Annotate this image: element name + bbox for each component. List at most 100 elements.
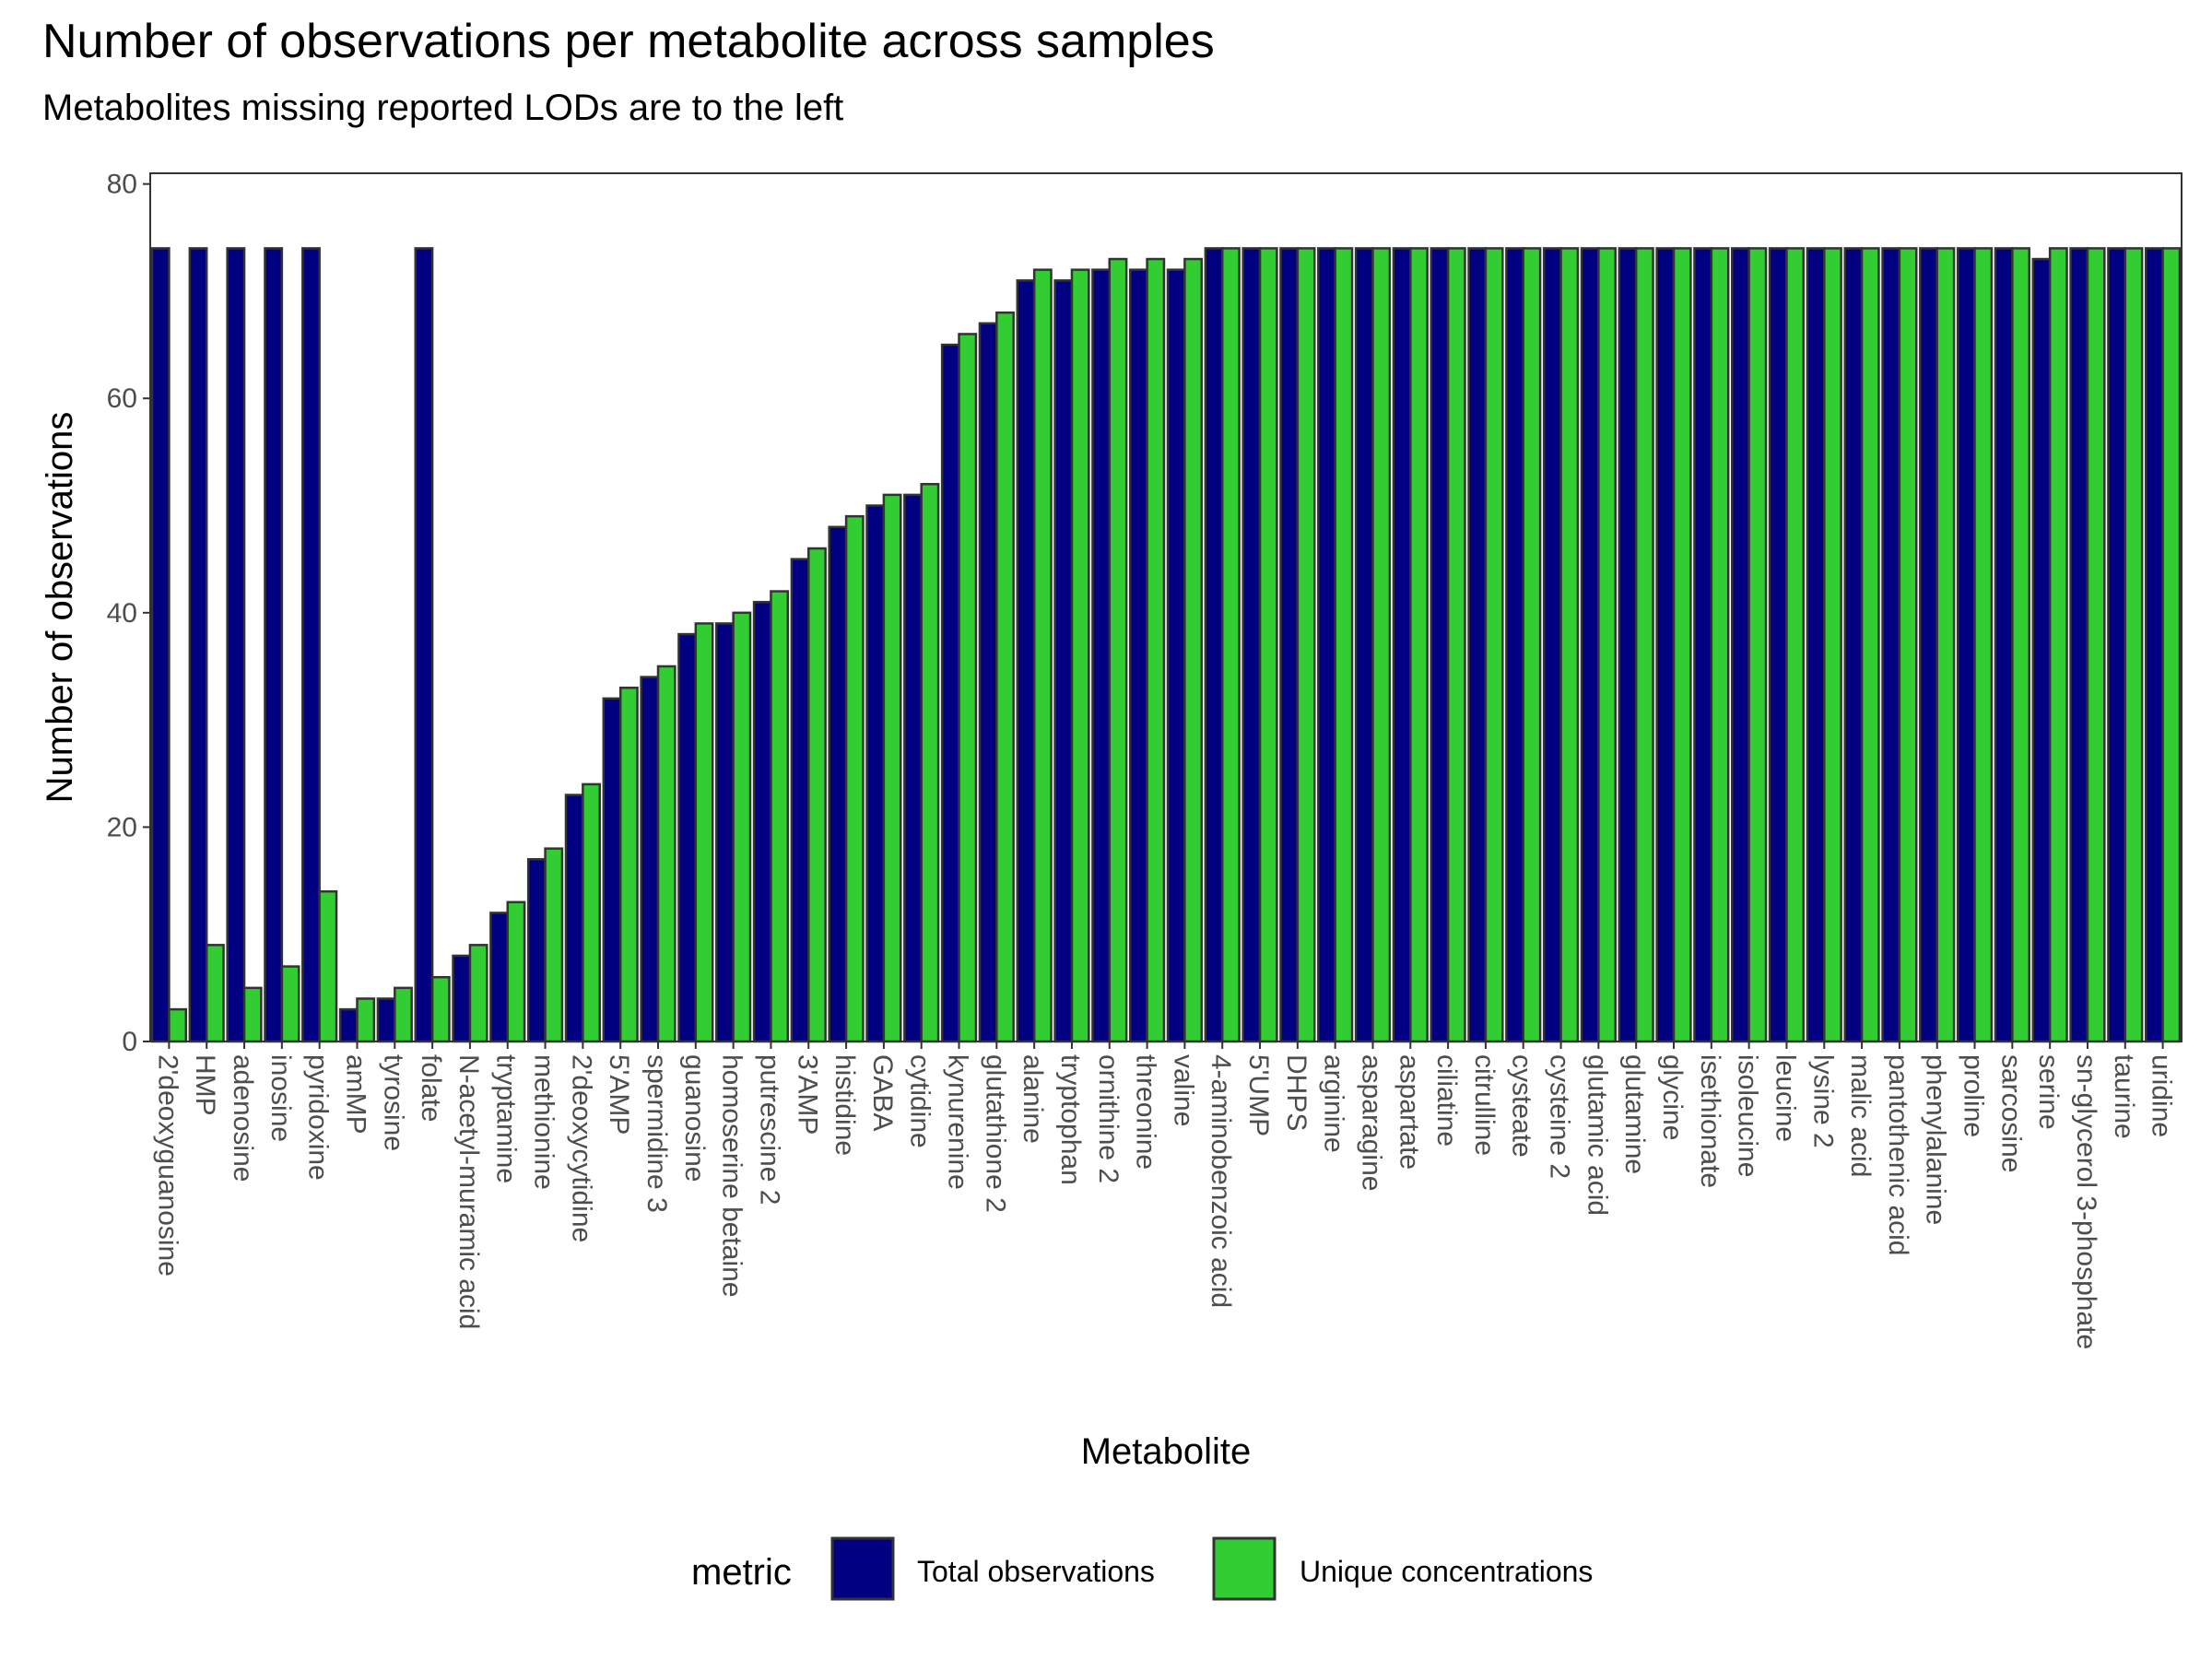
bar-unique-5 [356, 997, 376, 1043]
x-tick-label: DHPS [1281, 1054, 1312, 1131]
bar-total-23 [1016, 279, 1036, 1043]
bar-unique-53 [2161, 247, 2182, 1043]
bar-unique-8 [468, 944, 488, 1043]
bar-total-32 [1354, 247, 1374, 1043]
bar-total-34 [1430, 247, 1450, 1043]
x-tick-label: uridine [2147, 1054, 2177, 1137]
x-tick-label: cysteate [1507, 1054, 1537, 1158]
bar-total-29 [1241, 247, 1262, 1043]
x-tick-label: methionine [529, 1054, 559, 1190]
x-tick-label: proline [1959, 1054, 1989, 1137]
bar-total-16 [752, 600, 772, 1043]
bar-unique-40 [1672, 247, 1692, 1043]
x-tick-label: 2'deoxyguanosine [152, 1054, 182, 1277]
bar-unique-0 [168, 1007, 188, 1043]
bar-total-22 [978, 322, 998, 1043]
x-tick-label: kynurenine [943, 1054, 973, 1190]
x-tick-label: tryptophan [1055, 1054, 1086, 1185]
x-tick-label: pantothenic acid [1883, 1054, 1913, 1256]
x-tick-label: leucine [1770, 1054, 1800, 1142]
bar-total-18 [828, 525, 848, 1043]
bar-total-1 [188, 247, 208, 1043]
x-tick-label: serine [2033, 1054, 2064, 1130]
y-axis: 0 20 40 60 80 [107, 170, 150, 1057]
bar-unique-51 [2086, 247, 2106, 1043]
bar-unique-26 [1146, 257, 1166, 1043]
x-tick-label: pyridoxine [303, 1054, 334, 1181]
legend-title: metric [691, 1552, 792, 1593]
bar-total-8 [452, 954, 472, 1043]
bar-total-47 [1919, 247, 1938, 1043]
x-tick-label: valine [1168, 1054, 1198, 1126]
bar-unique-9 [506, 900, 526, 1043]
x-tick-label: homoserine betaine [717, 1054, 747, 1298]
bar-total-21 [940, 343, 960, 1043]
y-tick-label: 0 [122, 1027, 137, 1057]
bar-total-42 [1731, 247, 1750, 1043]
bar-total-49 [1994, 247, 2014, 1043]
y-tick-label: 40 [107, 598, 137, 629]
bar-total-14 [677, 632, 698, 1043]
x-axis: 2'deoxyguanosine HMP adenosine inosine pyrid… [152, 1041, 2177, 1349]
x-tick-label: cysteine 2 [1545, 1054, 1575, 1179]
bar-unique-10 [544, 847, 564, 1043]
bar-total-15 [715, 622, 735, 1043]
bar-unique-21 [958, 333, 978, 1043]
x-tick-label: 3'AMP [792, 1054, 822, 1135]
bar-total-20 [903, 493, 923, 1043]
x-tick-label: sn-glycerol 3-phosphate [2071, 1054, 2101, 1349]
y-tick-label: 60 [107, 383, 137, 414]
chart-title: Number of observations per metabolite ac… [42, 15, 1215, 68]
x-tick-label: 5'UMP [1243, 1054, 1274, 1136]
bar-unique-19 [882, 493, 902, 1043]
bar-unique-50 [2048, 247, 2068, 1043]
bar-unique-42 [1747, 247, 1768, 1043]
bar-unique-6 [394, 986, 413, 1043]
bar-unique-23 [1032, 268, 1053, 1043]
bar-total-40 [1655, 247, 1676, 1043]
bar-total-46 [1881, 247, 1901, 1043]
x-tick-label: glutathione 2 [980, 1054, 1010, 1213]
bar-total-37 [1542, 247, 1562, 1043]
bar-total-52 [2107, 247, 2127, 1043]
bar-unique-31 [1334, 247, 1354, 1043]
x-tick-label: tryptamine [491, 1054, 522, 1183]
bar-total-50 [2031, 257, 2052, 1043]
bar-total-27 [1166, 268, 1186, 1043]
bar-unique-15 [732, 611, 752, 1043]
bar-unique-13 [656, 665, 677, 1043]
bar-unique-34 [1446, 247, 1466, 1043]
bar-total-45 [1843, 247, 1864, 1043]
x-tick-label: glutamic acid [1582, 1054, 1612, 1216]
x-tick-label: N-acetyl-muramic acid [453, 1054, 484, 1329]
bar-unique-41 [1710, 247, 1730, 1043]
x-tick-label: threonine [1131, 1054, 1161, 1170]
bar-unique-11 [582, 782, 601, 1043]
x-tick-label: aspartate [1394, 1054, 1424, 1170]
plot-panel [149, 172, 2183, 1042]
bar-total-51 [2069, 247, 2089, 1043]
bar-unique-27 [1183, 257, 1204, 1043]
bar-unique-7 [430, 975, 451, 1043]
bar-unique-52 [2124, 247, 2144, 1043]
bar-total-25 [1091, 268, 1112, 1043]
bar-unique-20 [920, 483, 940, 1043]
bar-total-39 [1618, 247, 1638, 1043]
bar-total-13 [640, 676, 660, 1043]
x-axis-title: Metabolite [1081, 1431, 1252, 1472]
bar-total-33 [1392, 247, 1412, 1043]
bar-unique-16 [770, 590, 790, 1043]
bar-total-2 [226, 247, 246, 1043]
bar-total-26 [1128, 268, 1148, 1043]
bar-unique-32 [1371, 247, 1392, 1043]
legend-label-total: Total observations [917, 1555, 1155, 1588]
bar-total-0 [150, 247, 171, 1043]
x-tick-label: isoleucine [1733, 1054, 1763, 1177]
x-tick-label: HMP [190, 1054, 220, 1116]
x-tick-label: histidine [830, 1054, 860, 1156]
bar-unique-49 [2011, 247, 2030, 1043]
bar-unique-35 [1484, 247, 1504, 1043]
bar-unique-43 [1785, 247, 1806, 1043]
x-tick-label: inosine [265, 1054, 296, 1142]
bar-unique-38 [1597, 247, 1617, 1043]
